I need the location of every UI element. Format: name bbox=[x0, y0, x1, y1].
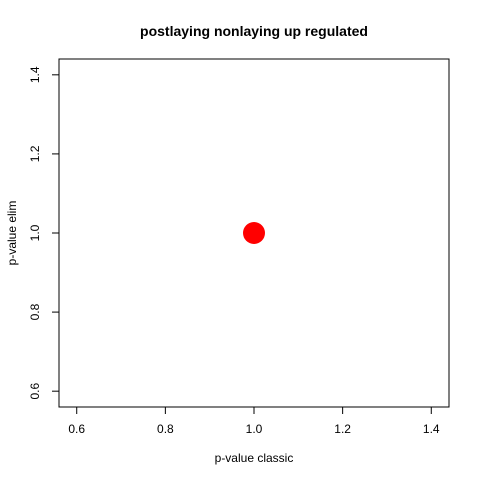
x-tick-label: 1.4 bbox=[423, 422, 440, 436]
x-tick-label: 1.2 bbox=[334, 422, 351, 436]
x-axis-label: p-value classic bbox=[215, 451, 294, 465]
x-tick-label: 1.0 bbox=[246, 422, 263, 436]
y-axis-label: p-value elim bbox=[5, 201, 19, 266]
y-tick-label: 0.6 bbox=[28, 383, 42, 400]
y-tick-label: 1.0 bbox=[28, 224, 42, 241]
y-axis: 0.6 0.8 1.0 1.2 1.4 bbox=[28, 66, 60, 400]
x-tick-label: 0.6 bbox=[68, 422, 85, 436]
x-axis: 0.6 0.8 1.0 1.2 1.4 bbox=[68, 406, 440, 436]
data-points bbox=[243, 222, 265, 244]
y-tick-label: 1.4 bbox=[28, 66, 42, 83]
y-tick-label: 1.2 bbox=[28, 145, 42, 162]
data-point bbox=[243, 222, 265, 244]
y-tick-label: 0.8 bbox=[28, 303, 42, 320]
x-tick-label: 0.8 bbox=[157, 422, 174, 436]
chart-title: postlaying nonlaying up regulated bbox=[140, 23, 368, 39]
